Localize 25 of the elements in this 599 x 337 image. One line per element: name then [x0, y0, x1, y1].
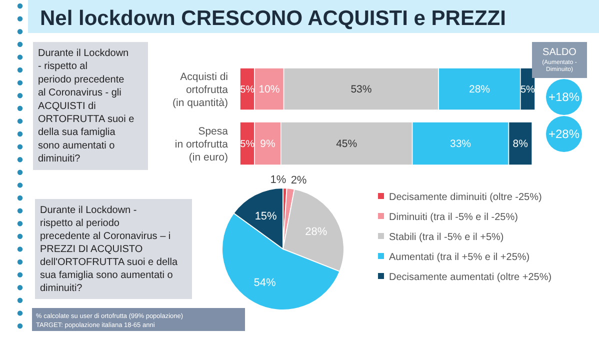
text: Durante il Lockdown - rispetto al periodo precedente al Coronavirus - gli ACQUISTI di ORTOFRUTTA suoi e della sua famiglia sono aumentati o diminuiti?	[38, 48, 134, 165]
data-label: 54%	[254, 277, 276, 290]
data-label: 10%	[258, 84, 280, 96]
text: +18%	[548, 90, 580, 104]
legend-label: Diminuiti (tra il -5% e il -25%)	[389, 212, 518, 223]
data-label: 1%	[270, 174, 286, 186]
y-tick-label: Spesa in ortofrutta (in euro)	[174, 126, 228, 164]
data-label: 9%	[260, 138, 276, 150]
y-tick-label: Acquisti di ortofrutta (in quantità)	[172, 71, 228, 109]
data-label: 8%	[512, 138, 528, 150]
data-label: 53%	[350, 84, 372, 96]
legend-label: Stabili (tra il -5% e il +5%)	[389, 232, 504, 243]
text: +28%	[548, 127, 580, 141]
data-label: 33%	[450, 138, 472, 150]
legend-label: Aumentati (tra il +5% e il +25%)	[389, 252, 530, 263]
data-label: 15%	[254, 210, 278, 222]
data-label: 2%	[290, 174, 307, 187]
legend-label: Decisamente diminuiti (oltre -25%)	[389, 192, 542, 203]
chart-title: Nel lockdown CRESCONO ACQUISTI e PREZZI	[40, 7, 506, 30]
data-label: 28%	[468, 84, 490, 96]
data-label: 45%	[336, 138, 358, 150]
text: Durante il Lockdown - rispetto al periodo precedente al Coronavirus – i PREZZI DI ACQUISTO dell'ORTOFRUTTA suoi e della sua famiglia sono aumentati o diminuiti?	[40, 205, 178, 294]
text: SALDO	[542, 47, 577, 58]
data-label: 5%	[520, 84, 536, 96]
legend-label: Decisamente aumentati (oltre +25%)	[389, 272, 552, 283]
